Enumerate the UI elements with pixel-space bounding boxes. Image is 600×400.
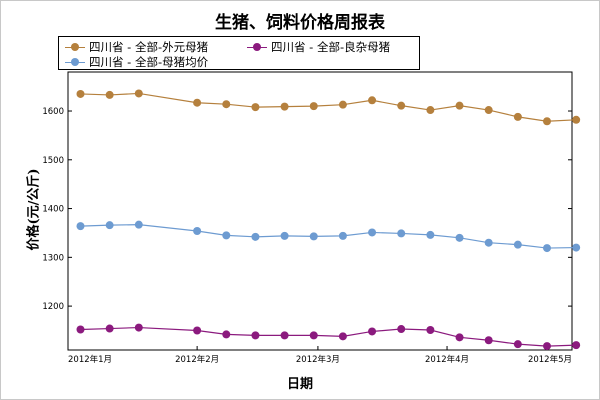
legend-swatch-series-1 (65, 42, 85, 52)
data-point-series-1 (251, 103, 260, 112)
data-point-series-3 (280, 231, 289, 240)
plot-border (67, 71, 573, 351)
x-axis-label: 日期 (286, 377, 313, 392)
data-point-series-1 (309, 102, 318, 111)
data-point-series-2 (397, 325, 406, 334)
data-point-series-1 (222, 100, 231, 109)
legend-swatch-series-2 (247, 42, 267, 52)
x-tick-label: 2012年2月 (175, 354, 219, 365)
y-tick-label: 1600 (42, 107, 64, 117)
data-point-series-2 (368, 327, 377, 336)
data-point-series-3 (397, 229, 406, 238)
legend-item-series-2: 四川省 - 全部-良杂母猪 (247, 39, 390, 54)
data-point-series-2 (134, 323, 143, 332)
y-tick-label: 1300 (42, 253, 64, 263)
data-point-series-2 (572, 341, 581, 350)
data-point-series-1 (280, 102, 289, 111)
data-point-series-1 (543, 117, 552, 126)
series-line-1 (80, 92, 577, 122)
y-axis-label: 价格(元/公斤) (26, 168, 42, 251)
data-point-series-3 (484, 238, 493, 247)
y-tick-label: 1400 (42, 205, 64, 215)
series-line-2 (80, 326, 577, 347)
data-point-series-3 (193, 226, 202, 235)
data-point-series-2 (513, 340, 522, 349)
data-point-series-1 (368, 96, 377, 105)
data-point-series-1 (426, 106, 435, 115)
data-point-series-1 (105, 90, 114, 99)
data-point-series-3 (368, 228, 377, 237)
data-point-series-2 (105, 324, 114, 333)
legend: 四川省 - 全部-外元母猪 四川省 - 全部-良杂母猪 四川省 - 全部-母猪均… (58, 36, 420, 70)
x-tick-label: 2012年1月 (68, 354, 112, 365)
y-tick-label: 1200 (42, 302, 64, 312)
data-point-series-3 (426, 230, 435, 239)
data-point-series-3 (309, 232, 318, 241)
legend-swatch-series-3 (65, 57, 85, 67)
data-point-series-1 (572, 115, 581, 124)
x-tick-label: 2012年4月 (425, 354, 469, 365)
data-point-series-1 (134, 89, 143, 98)
data-point-series-2 (251, 331, 260, 340)
data-point-series-1 (484, 106, 493, 115)
data-point-series-1 (397, 101, 406, 110)
data-point-series-1 (455, 101, 464, 110)
data-point-series-3 (455, 233, 464, 242)
legend-item-series-3: 四川省 - 全部-母猪均价 (65, 54, 208, 69)
data-point-series-3 (513, 240, 522, 249)
data-point-series-2 (484, 336, 493, 345)
data-point-series-2 (193, 326, 202, 335)
data-point-series-2 (309, 331, 318, 340)
legend-label-series-1: 四川省 - 全部-外元母猪 (89, 39, 209, 54)
data-point-series-2 (338, 332, 347, 341)
x-tick-label: 2012年3月 (296, 354, 340, 365)
data-point-series-3 (338, 231, 347, 240)
data-point-series-3 (251, 232, 260, 241)
data-point-series-2 (280, 331, 289, 340)
data-point-series-2 (426, 326, 435, 335)
legend-label-series-3: 四川省 - 全部-母猪均价 (89, 54, 209, 69)
data-point-series-3 (222, 231, 231, 240)
data-point-series-1 (193, 98, 202, 107)
data-point-series-3 (76, 222, 85, 231)
data-point-series-1 (338, 100, 347, 109)
data-point-series-3 (105, 221, 114, 230)
data-point-series-2 (222, 330, 231, 339)
data-point-series-2 (76, 325, 85, 334)
series-line-3 (80, 224, 577, 249)
data-point-series-3 (572, 243, 581, 252)
data-point-series-1 (513, 112, 522, 121)
data-point-series-3 (543, 244, 552, 253)
y-tick-label: 1500 (42, 156, 64, 166)
data-point-series-1 (76, 89, 85, 98)
data-point-series-2 (543, 342, 552, 351)
data-point-series-3 (134, 220, 143, 229)
legend-label-series-2: 四川省 - 全部-良杂母猪 (271, 39, 391, 54)
data-point-series-2 (455, 333, 464, 342)
x-tick-label: 2012年5月 (528, 354, 572, 365)
legend-item-series-1: 四川省 - 全部-外元母猪 (65, 39, 208, 54)
chart-title: 生猪、饲料价格周报表 (215, 13, 385, 33)
